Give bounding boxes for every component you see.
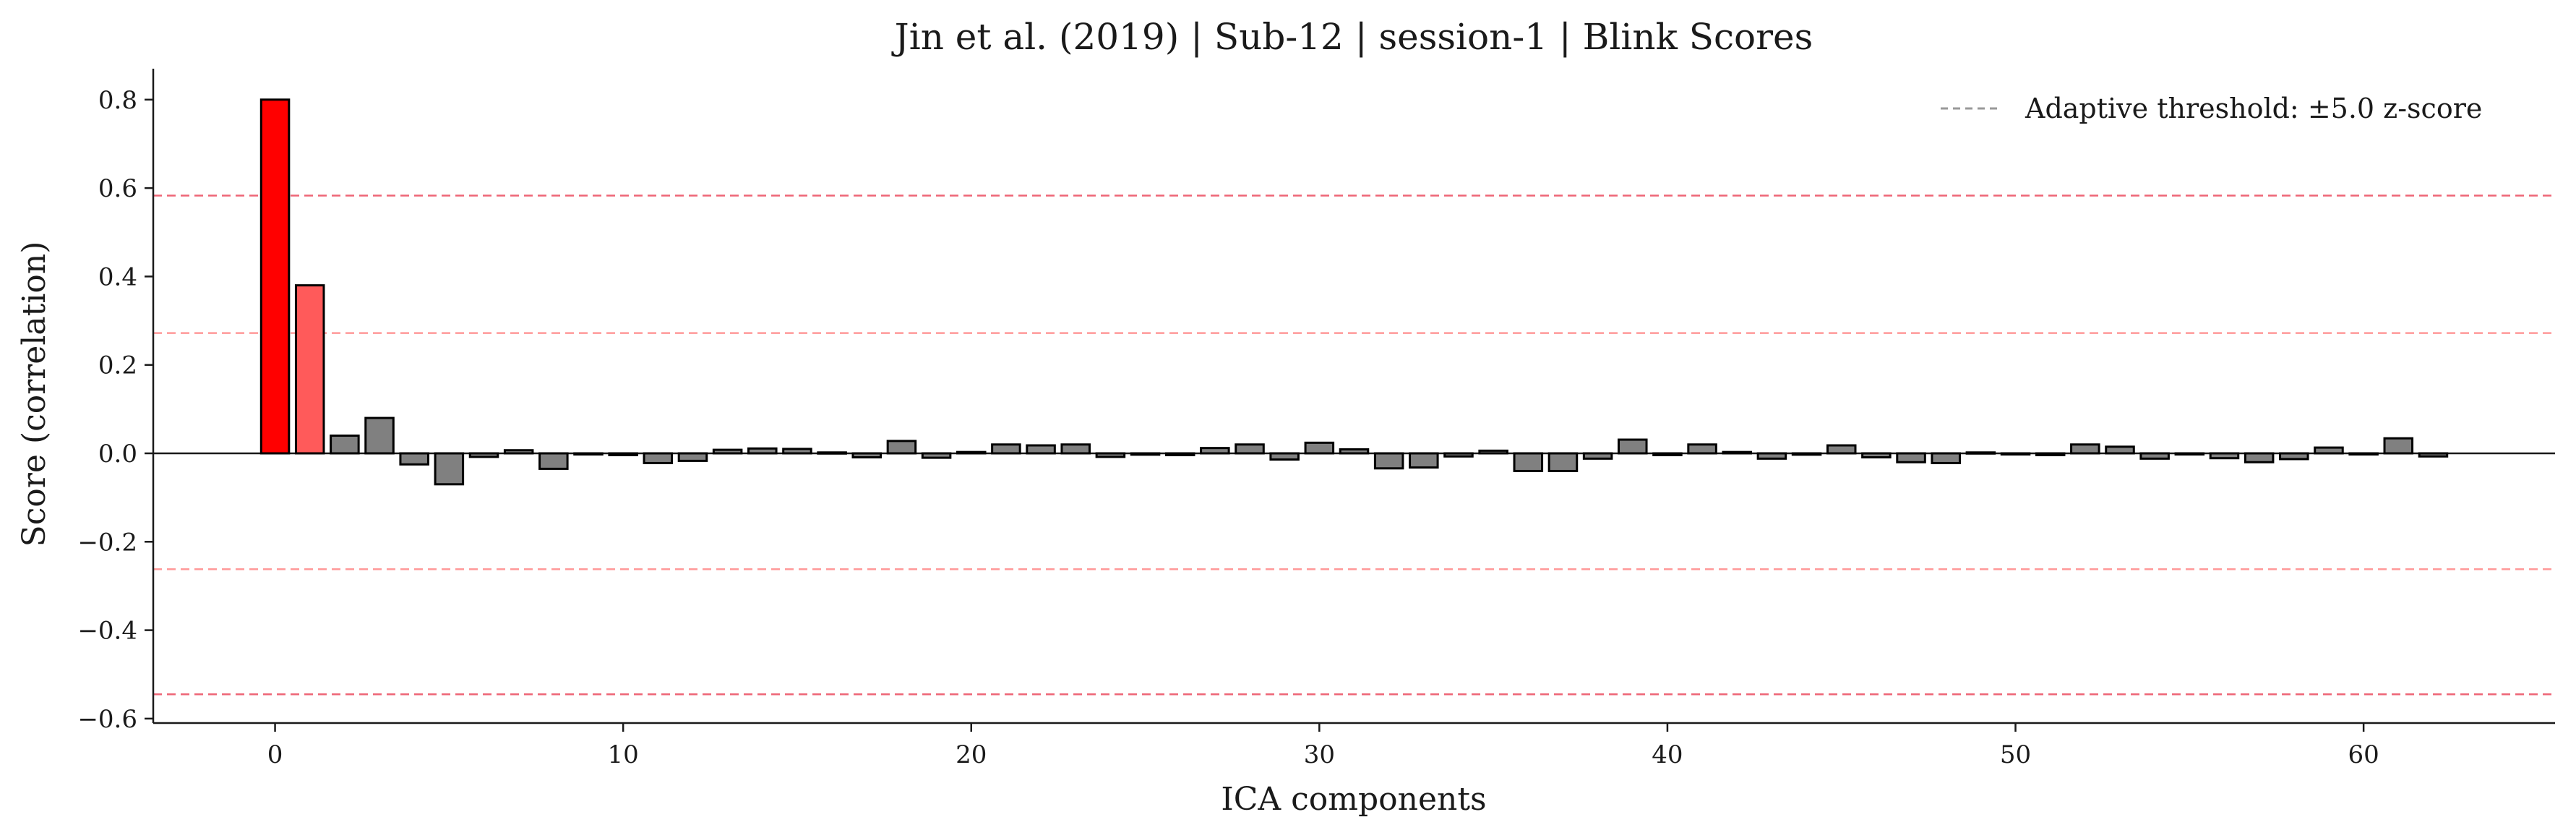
bar-component-46 bbox=[1861, 452, 1892, 458]
bar-component-13 bbox=[712, 448, 743, 455]
bar-component-27 bbox=[1200, 447, 1230, 455]
x-ticks: 0 10 20 30 40 50 60 bbox=[267, 723, 2379, 769]
x-axis-label: ICA components bbox=[1221, 781, 1486, 818]
bar-component-60 bbox=[2348, 452, 2379, 456]
bar-component-3 bbox=[364, 416, 395, 455]
y-tick-label: −0.2 bbox=[77, 528, 137, 557]
y-tick-label: −0.6 bbox=[77, 705, 137, 734]
bar-component-14 bbox=[747, 447, 778, 455]
axes: −0.6 −0.4 −0.2 0.0 0.2 0.4 0.6 0.8 0 10 20 30 40 50 6… bbox=[77, 69, 2555, 769]
y-tick-label: 0.4 bbox=[98, 262, 137, 291]
bar-component-51 bbox=[2035, 452, 2066, 456]
bar-component-50 bbox=[2000, 452, 2031, 456]
bar-component-53 bbox=[2105, 445, 2135, 455]
bar-component-43 bbox=[1756, 452, 1787, 460]
bar-component-19 bbox=[921, 452, 952, 459]
bar-component-59 bbox=[2314, 446, 2344, 455]
bar-component-47 bbox=[1896, 452, 1926, 463]
bar-component-54 bbox=[2139, 452, 2170, 460]
bar-component-62 bbox=[2418, 452, 2449, 458]
y-tick-label: 0.0 bbox=[98, 440, 137, 469]
bar-component-2 bbox=[330, 435, 360, 455]
bar-component-31 bbox=[1339, 448, 1370, 455]
x-tick-label: 10 bbox=[608, 740, 639, 769]
bar-component-22 bbox=[1026, 444, 1056, 455]
bar-component-52 bbox=[2070, 443, 2100, 455]
y-tick-label: −0.4 bbox=[77, 617, 137, 646]
x-tick-label: 30 bbox=[1304, 740, 1335, 769]
bar-component-35 bbox=[1478, 449, 1508, 455]
bar-component-45 bbox=[1826, 444, 1857, 455]
x-tick-label: 20 bbox=[956, 740, 987, 769]
bar-component-26 bbox=[1164, 452, 1195, 456]
bar-component-34 bbox=[1443, 452, 1474, 458]
bar-component-61 bbox=[2383, 437, 2414, 455]
bar-component-58 bbox=[2279, 452, 2309, 461]
x-tick-label: 50 bbox=[2000, 740, 2031, 769]
bar-component-41 bbox=[1687, 443, 1717, 455]
bar-series bbox=[259, 98, 2449, 486]
bar-component-57 bbox=[2244, 452, 2275, 463]
bar-component-10 bbox=[608, 452, 638, 456]
bar-component-21 bbox=[991, 443, 1021, 455]
bar-component-8 bbox=[538, 452, 569, 470]
bar-component-55 bbox=[2174, 452, 2205, 456]
bar-component-30 bbox=[1304, 441, 1335, 455]
bar-component-7 bbox=[503, 449, 534, 455]
bar-component-42 bbox=[1722, 450, 1753, 455]
bar-component-4 bbox=[399, 452, 429, 466]
bar-component-5 bbox=[434, 452, 465, 486]
x-tick-label: 60 bbox=[2348, 740, 2379, 769]
bar-component-24 bbox=[1095, 452, 1126, 458]
x-tick-label: 0 bbox=[267, 740, 283, 769]
y-tick-label: 0.8 bbox=[98, 86, 137, 115]
y-axis-label: Score (correlation) bbox=[16, 241, 53, 547]
bar-component-29 bbox=[1269, 452, 1300, 461]
bar-component-38 bbox=[1582, 452, 1613, 460]
bar-component-40 bbox=[1652, 452, 1683, 456]
bar-component-9 bbox=[573, 452, 604, 456]
y-tick-label: 0.2 bbox=[98, 351, 137, 380]
threshold-lines bbox=[153, 194, 2555, 696]
bar-component-20 bbox=[956, 450, 987, 455]
y-ticks: −0.6 −0.4 −0.2 0.0 0.2 0.4 0.6 0.8 bbox=[77, 86, 153, 734]
legend-label: Adaptive threshold: ±5.0 z-score bbox=[2025, 93, 2482, 124]
bar-component-56 bbox=[2209, 452, 2240, 460]
bar-component-39 bbox=[1618, 438, 1648, 455]
bar-component-15 bbox=[782, 448, 812, 455]
bar-component-16 bbox=[817, 451, 847, 455]
bar-component-44 bbox=[1791, 452, 1822, 456]
bar-component-32 bbox=[1373, 452, 1404, 470]
x-tick-label: 40 bbox=[1652, 740, 1683, 769]
bar-component-28 bbox=[1235, 443, 1265, 455]
bar-component-33 bbox=[1409, 452, 1439, 469]
bar-component-18 bbox=[886, 440, 917, 455]
legend: Adaptive threshold: ±5.0 z-score bbox=[1941, 93, 2482, 124]
bar-component-17 bbox=[851, 452, 883, 458]
bar-component-1 bbox=[294, 284, 325, 455]
bar-component-25 bbox=[1130, 452, 1161, 456]
bar-component-37 bbox=[1547, 452, 1579, 472]
bar-component-0 bbox=[259, 98, 291, 455]
bar-component-12 bbox=[677, 452, 708, 462]
bar-component-49 bbox=[1965, 451, 1996, 455]
chart-title: Jin et al. (2019) | Sub-12 | session-1 |… bbox=[891, 16, 1813, 58]
bar-component-36 bbox=[1513, 452, 1544, 472]
y-tick-label: 0.6 bbox=[98, 174, 137, 203]
bar-component-6 bbox=[468, 452, 499, 458]
bar-component-11 bbox=[643, 452, 674, 464]
bar-component-23 bbox=[1060, 443, 1091, 455]
bar-component-48 bbox=[1931, 452, 1961, 464]
